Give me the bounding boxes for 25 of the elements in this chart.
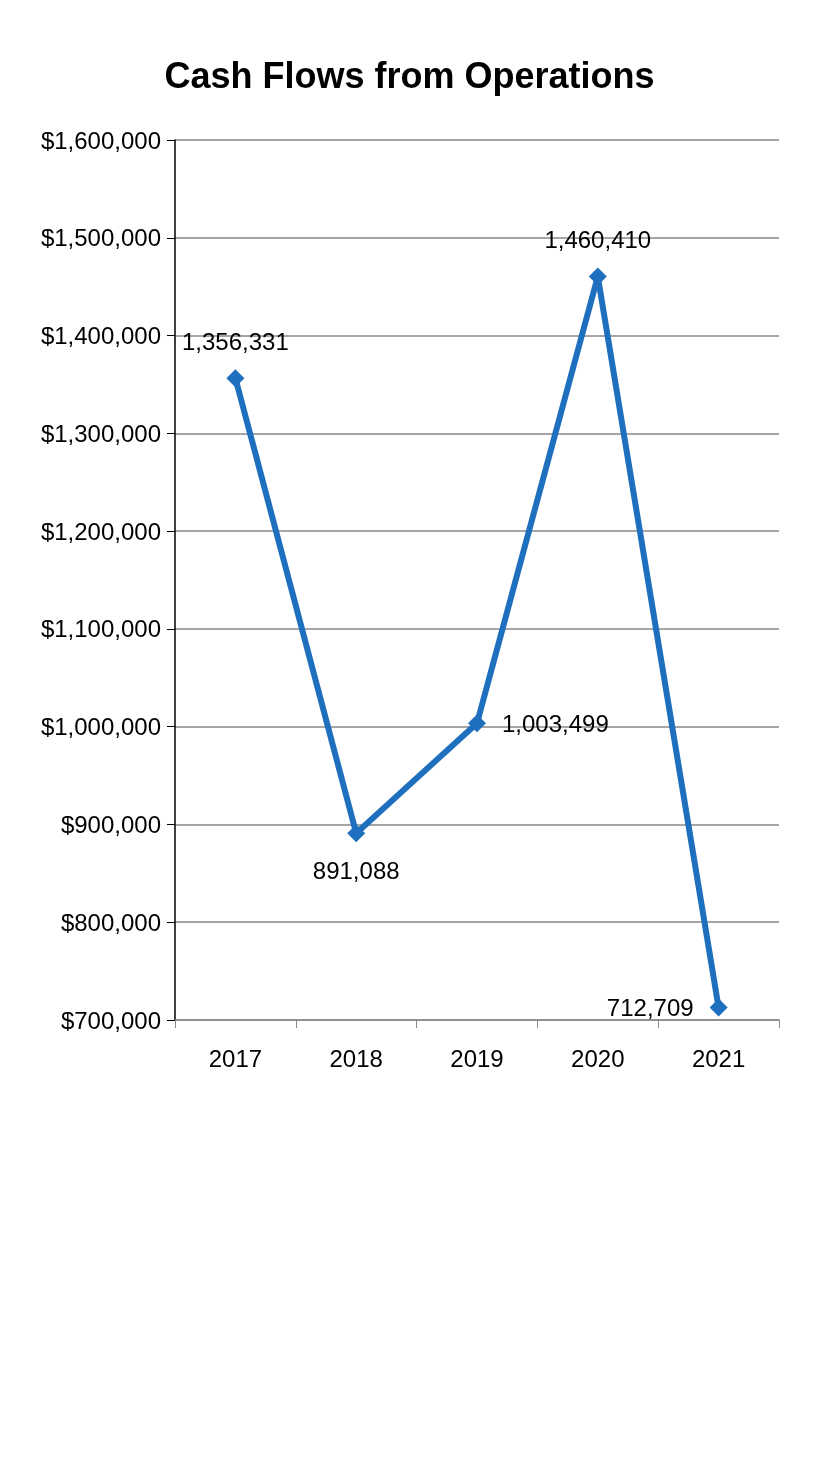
y-tick-label: $1,100,000: [40, 615, 161, 643]
point: [226, 369, 245, 388]
y-tick-label: $1,600,000: [40, 126, 161, 154]
point: [709, 998, 728, 1017]
text: 891,088: [312, 856, 400, 884]
x-tick-label: 2017: [208, 1044, 263, 1072]
point: [347, 824, 366, 843]
text: 1,003,499: [502, 709, 609, 737]
y-tick-label: $1,400,000: [40, 322, 161, 350]
x-tick-label: 2020: [571, 1044, 625, 1072]
y-tick-label: $1,200,000: [40, 517, 161, 545]
y-tick-label: $1,000,000: [40, 713, 161, 741]
text: 712,709: [606, 994, 694, 1022]
y-tick-label: $1,300,000: [40, 419, 161, 447]
x-tick-label: 2019: [450, 1044, 504, 1072]
point: [468, 714, 486, 733]
x-tick-label: 2021: [691, 1044, 746, 1072]
y-tick-label: $900,000: [60, 810, 161, 838]
y-tick-label: $700,000: [60, 1006, 161, 1034]
x-tick-label: 2018: [329, 1044, 383, 1072]
text: 1,356,331: [182, 327, 289, 355]
text: 1,460,410: [544, 225, 652, 253]
y-tick-label: $800,000: [60, 908, 161, 936]
y-tick-label: $1,500,000: [40, 224, 161, 252]
chart-title: Cash Flows from Operations: [164, 54, 655, 96]
